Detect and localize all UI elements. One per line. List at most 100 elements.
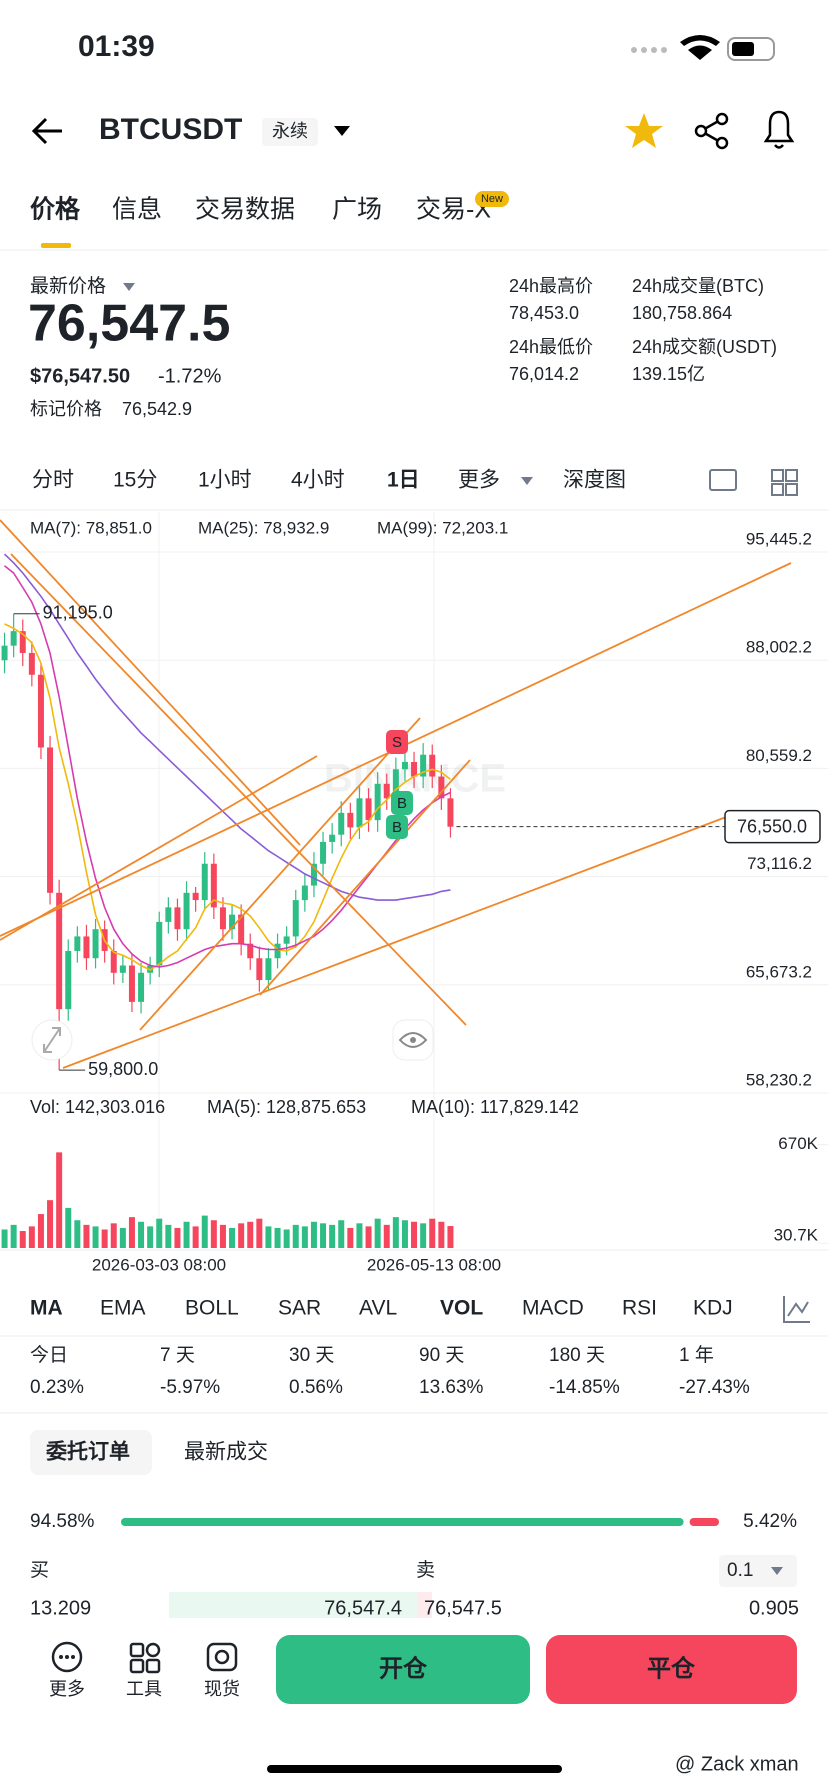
indicator-tab[interactable]: SAR bbox=[278, 1297, 321, 1320]
y-tick-label: 65,673.2 bbox=[746, 962, 812, 981]
stat-value: 139.15亿 bbox=[632, 364, 705, 384]
settings-icon[interactable] bbox=[709, 469, 737, 491]
back-button[interactable] bbox=[31, 117, 62, 145]
layout-icon[interactable] bbox=[785, 469, 798, 482]
candle-body bbox=[320, 841, 327, 864]
favorite-star[interactable] bbox=[625, 113, 663, 148]
interval[interactable]: 4小时 bbox=[291, 469, 345, 492]
open-button[interactable] bbox=[276, 1635, 530, 1704]
candle-body bbox=[438, 776, 445, 799]
tool-icon[interactable] bbox=[129, 1658, 145, 1674]
volume-bar bbox=[438, 1221, 445, 1248]
candle-body bbox=[420, 754, 427, 777]
volume-bar bbox=[292, 1224, 299, 1248]
layout-icon[interactable] bbox=[771, 469, 784, 482]
more-icon[interactable] bbox=[51, 1641, 83, 1673]
share-node bbox=[715, 136, 729, 150]
trend-line bbox=[0, 755, 318, 941]
candle-body bbox=[283, 936, 290, 944]
share-node bbox=[694, 124, 708, 138]
volume-bar bbox=[374, 1218, 381, 1248]
candle-body bbox=[229, 914, 236, 930]
interval[interactable]: 15分 bbox=[113, 469, 157, 492]
bid-depth bbox=[169, 1592, 417, 1618]
volume-bar bbox=[183, 1221, 190, 1248]
tab[interactable]: 价格 bbox=[30, 195, 81, 224]
order-tab[interactable]: 委托订单 bbox=[45, 1440, 130, 1464]
tab[interactable]: 交易数据 bbox=[195, 196, 295, 224]
spot-icon[interactable] bbox=[206, 1642, 238, 1672]
mark-label: 标记价格 bbox=[30, 399, 102, 419]
interval[interactable]: 1小时 bbox=[198, 469, 252, 492]
symbol: BTCUSDT bbox=[99, 113, 242, 146]
close-label[interactable]: 平仓 bbox=[647, 1654, 696, 1682]
candle-body bbox=[1, 645, 8, 661]
trend-line bbox=[0, 519, 301, 846]
tool-icon[interactable] bbox=[145, 1642, 161, 1658]
volume-bar bbox=[74, 1220, 81, 1248]
indicator-tab[interactable]: VOL bbox=[440, 1297, 483, 1320]
indicator-tab[interactable]: EMA bbox=[100, 1297, 146, 1320]
order-tab[interactable]: 最新成交 bbox=[184, 1441, 268, 1464]
signal-marker bbox=[386, 815, 408, 839]
volume-bar bbox=[301, 1226, 308, 1248]
symbol-dropdown[interactable] bbox=[334, 126, 350, 136]
tool-label[interactable]: 更多 bbox=[49, 1679, 85, 1699]
more-dot bbox=[65, 1655, 69, 1659]
tool-label[interactable]: 现货 bbox=[204, 1679, 240, 1699]
tool-label[interactable]: 工具 bbox=[126, 1679, 162, 1699]
candle-body bbox=[83, 936, 90, 959]
candle-body bbox=[411, 761, 418, 777]
stat-value: 180,758.864 bbox=[632, 303, 732, 323]
buy-header: 买 bbox=[30, 1560, 49, 1581]
indicator-tab[interactable]: AVL bbox=[359, 1297, 397, 1320]
interval[interactable]: 更多 bbox=[458, 469, 500, 492]
candle-body bbox=[10, 631, 17, 646]
candle-body bbox=[138, 972, 145, 1002]
volume-bar bbox=[229, 1227, 236, 1248]
volume-bar bbox=[119, 1227, 126, 1248]
badge-bg bbox=[475, 191, 509, 207]
volume-tick-label: 30.7K bbox=[774, 1225, 819, 1244]
ask-price: 76,547.5 bbox=[424, 1597, 502, 1619]
bell-icon[interactable] bbox=[763, 110, 795, 149]
volume-bar bbox=[128, 1217, 135, 1248]
candle-body bbox=[110, 950, 117, 973]
interval[interactable]: 1日 bbox=[387, 469, 420, 492]
ma-line bbox=[4, 623, 451, 971]
indicator-tab[interactable]: MA bbox=[30, 1297, 63, 1320]
stat-label: 24h最低价 bbox=[509, 337, 593, 357]
indicator-tab[interactable]: KDJ bbox=[693, 1297, 733, 1320]
layout-icon[interactable] bbox=[771, 483, 784, 496]
tab[interactable]: 广场 bbox=[332, 196, 382, 224]
volume-bar bbox=[19, 1231, 26, 1248]
indicator-settings[interactable] bbox=[783, 1296, 810, 1323]
precision-caret bbox=[771, 1567, 783, 1575]
tool-icon[interactable] bbox=[129, 1642, 145, 1658]
wifi-icon bbox=[680, 35, 720, 60]
order-tab-bg bbox=[30, 1430, 152, 1475]
close-button[interactable] bbox=[546, 1635, 797, 1704]
price-change: -1.72% bbox=[158, 365, 222, 387]
tool-icon[interactable] bbox=[145, 1658, 161, 1674]
annotation: 91,195.0 bbox=[43, 603, 113, 623]
interval[interactable]: 分时 bbox=[32, 469, 74, 492]
indicator-tab[interactable]: RSI bbox=[622, 1297, 657, 1320]
open-label[interactable]: 开仓 bbox=[379, 1654, 428, 1682]
interval[interactable]: 深度图 bbox=[563, 469, 626, 492]
volume-bar bbox=[174, 1227, 181, 1248]
mark-price: 76,542.9 bbox=[122, 399, 192, 419]
share-node bbox=[715, 112, 729, 126]
tab[interactable]: 信息 bbox=[112, 196, 162, 224]
indicator-tab[interactable]: MACD bbox=[522, 1297, 584, 1320]
period-change: -14.85% bbox=[549, 1377, 620, 1398]
ma-legend: MA(99): 72,203.1 bbox=[377, 518, 508, 537]
precision-box[interactable] bbox=[719, 1555, 797, 1587]
y-tick-label: 88,002.2 bbox=[746, 638, 812, 657]
indicator-tab[interactable]: BOLL bbox=[185, 1297, 239, 1320]
candle-body bbox=[429, 754, 436, 777]
expand-icon bbox=[43, 1027, 61, 1053]
signal-marker bbox=[391, 791, 413, 815]
layout-icon[interactable] bbox=[785, 483, 798, 496]
